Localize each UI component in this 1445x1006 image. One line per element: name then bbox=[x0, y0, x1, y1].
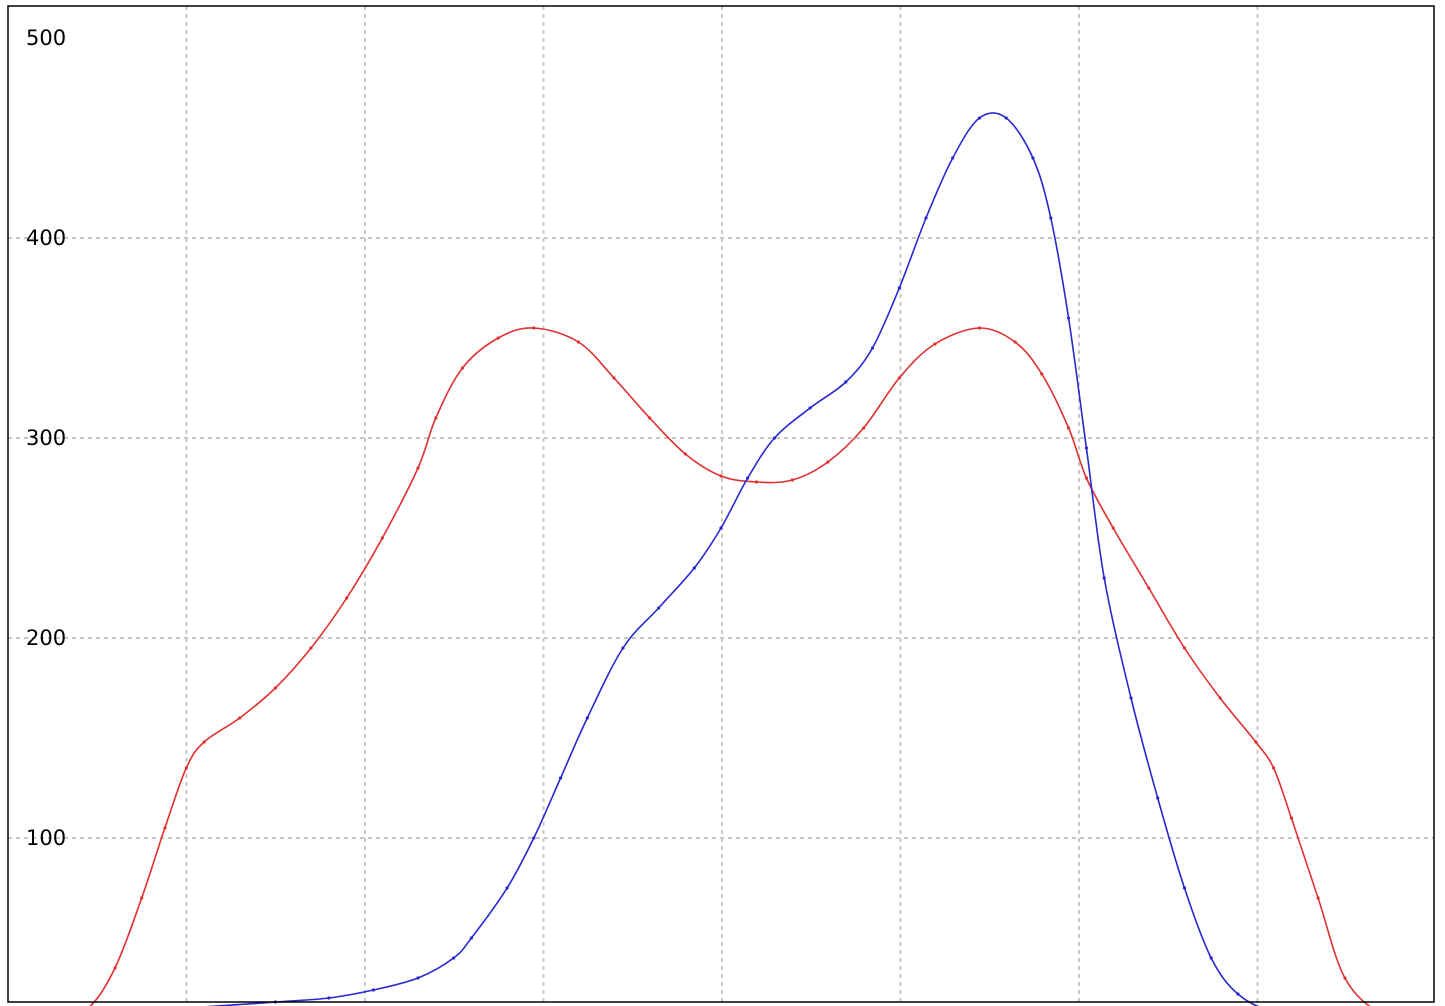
series-1-point-35 bbox=[1111, 526, 1115, 530]
series-1-point-14 bbox=[416, 466, 420, 470]
series-2-point-19 bbox=[772, 436, 777, 440]
series-2-point-32 bbox=[1102, 576, 1106, 580]
series-1-point-30 bbox=[977, 326, 982, 330]
series-1-point-32 bbox=[1040, 372, 1044, 376]
series-2-point-20 bbox=[808, 406, 812, 410]
series-2-point-12 bbox=[559, 776, 563, 780]
vertical-gridlines bbox=[185, 6, 1259, 1002]
series-2-point-23 bbox=[897, 286, 901, 290]
series-1-point-11 bbox=[309, 646, 313, 650]
y-tick-label-200: 200 bbox=[26, 626, 66, 650]
series-2-point-34 bbox=[1156, 796, 1160, 800]
series-2-point-29 bbox=[1049, 216, 1053, 220]
y-tick-label-500: 500 bbox=[26, 26, 66, 50]
series-2-point-6 bbox=[371, 988, 375, 992]
series-1-point-40 bbox=[1272, 766, 1276, 770]
series-2-point-18 bbox=[746, 476, 750, 480]
series-1-point-41 bbox=[1289, 816, 1293, 820]
series-1-point-4 bbox=[113, 966, 117, 970]
series-1-point-36 bbox=[1147, 586, 1151, 590]
series-2-point-31 bbox=[1084, 446, 1088, 450]
series-2-point-17 bbox=[719, 526, 723, 530]
series-2-point-30 bbox=[1067, 316, 1071, 320]
series-2-point-11 bbox=[532, 836, 536, 840]
series-2-point-16 bbox=[692, 566, 696, 570]
y-axis-tick-labels: 100 200 300 400 500 bbox=[26, 26, 66, 850]
y-tick-label-300: 300 bbox=[26, 426, 66, 450]
series-1-point-37 bbox=[1182, 646, 1187, 650]
series-1-point-18 bbox=[532, 326, 536, 330]
series-2-point-37 bbox=[1236, 992, 1240, 996]
series-2-point-15 bbox=[657, 606, 661, 610]
plot-frame bbox=[7, 5, 1435, 1003]
y-tick-label-400: 400 bbox=[26, 226, 66, 250]
series-2-point-9 bbox=[469, 936, 473, 940]
series-2-point-24 bbox=[924, 216, 928, 220]
series-1-point-23 bbox=[719, 474, 723, 478]
series-1-point-9 bbox=[238, 716, 242, 720]
series-2-point-7 bbox=[416, 976, 420, 980]
series-1-point-38 bbox=[1218, 696, 1222, 700]
series-1-point-26 bbox=[826, 460, 830, 464]
y-tick-label-100: 100 bbox=[26, 826, 66, 850]
series-1-point-13 bbox=[380, 536, 384, 540]
series-2-point-35 bbox=[1182, 886, 1187, 890]
series-line-1 bbox=[89, 327, 1371, 1006]
series-1-point-7 bbox=[184, 766, 188, 770]
series-2-point-26 bbox=[977, 116, 982, 120]
series-2-point-5 bbox=[327, 996, 331, 1000]
series-1-point-33 bbox=[1067, 426, 1071, 430]
series-1-point-15 bbox=[434, 416, 438, 420]
series-1-point-24 bbox=[755, 480, 759, 484]
series-2-point-25 bbox=[951, 156, 955, 160]
series-1-point-43 bbox=[1343, 976, 1347, 980]
series-1-point-29 bbox=[933, 342, 937, 346]
series-1-point-27 bbox=[862, 426, 866, 430]
series-1-point-39 bbox=[1254, 740, 1258, 744]
series-1-point-31 bbox=[1013, 340, 1017, 344]
horizontal-gridlines bbox=[8, 237, 1434, 839]
series-1-point-22 bbox=[683, 452, 688, 456]
series-2-point-33 bbox=[1129, 696, 1133, 700]
series-2-point-22 bbox=[870, 346, 875, 350]
series-1-point-12 bbox=[345, 596, 349, 600]
series-2-point-36 bbox=[1209, 956, 1213, 960]
series-1-point-6 bbox=[163, 826, 167, 830]
series-2-point-28 bbox=[1031, 156, 1035, 160]
series-layer bbox=[89, 112, 1371, 1006]
series-1-point-34 bbox=[1084, 476, 1088, 480]
series-1-point-20 bbox=[612, 376, 616, 380]
series-1-point-16 bbox=[460, 366, 465, 370]
series-1-point-28 bbox=[897, 376, 901, 380]
series-1-point-19 bbox=[576, 340, 581, 344]
series-1-point-42 bbox=[1316, 896, 1320, 900]
series-2-point-27 bbox=[1004, 116, 1008, 120]
series-1-point-25 bbox=[790, 478, 794, 482]
series-2-point-21 bbox=[844, 380, 848, 384]
series-1-point-8 bbox=[202, 740, 206, 744]
series-1-point-17 bbox=[496, 336, 500, 340]
series-2-point-13 bbox=[585, 716, 589, 720]
series-1-point-21 bbox=[648, 416, 652, 420]
series-1-point-5 bbox=[140, 896, 144, 900]
series-2-point-10 bbox=[505, 886, 509, 890]
series-2-point-14 bbox=[621, 646, 625, 650]
series-1-point-10 bbox=[273, 686, 277, 690]
series-2-point-8 bbox=[452, 956, 456, 960]
